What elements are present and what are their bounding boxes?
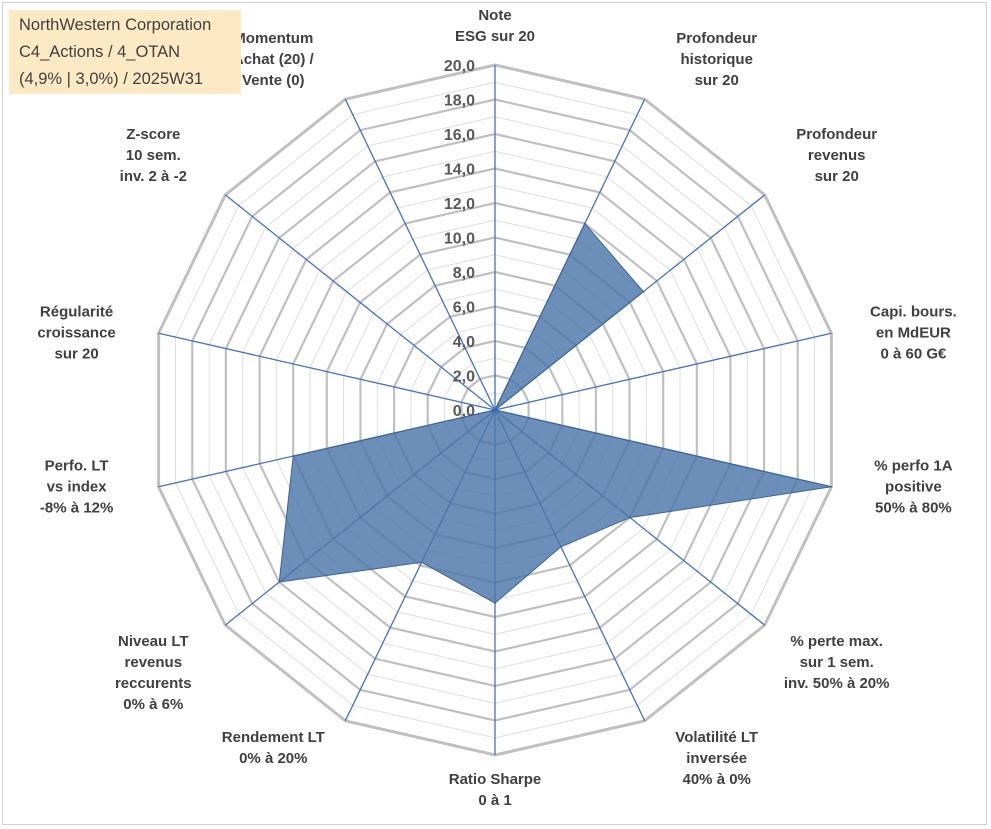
axis-label-line: Capi. bours. [870, 304, 957, 321]
axis-label-line: 10 sem. [126, 147, 181, 164]
series-point [629, 516, 631, 519]
axis-label-line: Perfo. LT [45, 457, 109, 474]
axis-label-line: inversée [686, 750, 747, 767]
axis-label: % perfo 1A positive 50% à 80% [874, 457, 953, 516]
series-point [292, 455, 295, 457]
series-point [642, 290, 645, 293]
axis-label: Capi. bours. en MdEUR 0 à 60 G€ [870, 304, 957, 363]
axis-label: Profondeur revenus sur 20 [796, 126, 877, 185]
axis-label-line: sur 20 [815, 168, 859, 185]
axis-label-line: reccurents [115, 675, 192, 692]
axis-label-line: Niveau LT [118, 633, 189, 650]
axis-label-line: Profondeur [676, 30, 757, 47]
axis-label-line: inv. 2 à -2 [120, 168, 187, 185]
axis-label-line: 0% à 6% [123, 696, 183, 713]
radial-tick-labels: 0,0 2,0 4,0 6,0 8,0 10,0 12,0 14,0 16,0 18,0 20,0 [444, 58, 475, 420]
axis-label-line: Vente (0) [242, 72, 305, 89]
axis-label-line: sur 1 sem. [800, 654, 874, 671]
axis-label-line: Volatilité LT [675, 729, 758, 746]
chart-title-line-1: NorthWestern Corporation [19, 16, 212, 34]
axis-label-line: Rendement LT [222, 729, 325, 746]
axis-label: Momentum Achat (20) / Vente (0) [233, 30, 315, 89]
series-point [278, 581, 281, 583]
chart-title-line-2: C4_Actions / 4_OTAN [19, 43, 181, 61]
axis-label-line: 40% à 0% [683, 771, 751, 788]
tick-label: 18,0 [444, 93, 475, 110]
axis-label-line: Note [478, 7, 511, 24]
tick-label: 0,0 [453, 403, 475, 420]
axis-label: Régularité croissance sur 20 [37, 304, 115, 363]
axis-label-line: Z-score [126, 126, 180, 143]
axis-label: Z-score 10 sem. inv. 2 à -2 [120, 126, 187, 185]
axis-label-line: 0% à 20% [239, 750, 307, 767]
series-point [494, 602, 496, 604]
axis-label: Ratio Sharpe 0 à 1 [449, 771, 542, 809]
axis-label-line: revenus [808, 147, 866, 164]
tick-label: 16,0 [444, 127, 475, 144]
series-point [494, 409, 496, 411]
axis-labels: Note ESG sur 20 Profondeur historique sur 20… [37, 7, 956, 809]
axis-label-line: sur 20 [695, 72, 739, 89]
axis-label: Niveau LT revenus reccurents 0% à 6% [115, 633, 192, 713]
axis-label-line: 50% à 80% [875, 499, 952, 516]
radar-series [278, 222, 833, 604]
axis-label: Note ESG sur 20 [455, 7, 535, 45]
axis-label-line: sur 20 [54, 346, 98, 363]
tick-label: 20,0 [444, 58, 475, 75]
axis-label-line: historique [680, 51, 753, 68]
axis-label-line: revenus [125, 654, 183, 671]
axis-label: Profondeur historique sur 20 [676, 30, 757, 89]
axis-label-line: croissance [37, 325, 115, 342]
axis-label-line: Ratio Sharpe [449, 771, 542, 788]
axis-label-line: 0 à 60 G€ [880, 346, 947, 363]
chart-title-box: NorthWestern Corporation C4_Actions / 4_… [9, 10, 241, 94]
chart-title-line-3: (4,9% | 3,0%) / 2025W31 [19, 70, 204, 88]
series-point [560, 546, 562, 548]
axis-label-line: -8% à 12% [40, 499, 113, 516]
tick-label: 6,0 [453, 300, 475, 317]
tick-label: 2,0 [453, 369, 475, 386]
axis-label: Volatilité LT inversée 40% à 0% [675, 729, 758, 788]
axis-label: Perfo. LT vs index -8% à 12% [40, 457, 113, 516]
axis-spoke [344, 98, 496, 411]
tick-label: 4,0 [453, 334, 475, 351]
axis-label-line: 0 à 1 [478, 792, 511, 809]
axis-label-line: positive [885, 478, 942, 495]
axis-label-line: Régularité [40, 304, 113, 321]
axis-label-line: en MdEUR [876, 325, 951, 342]
axis-label-line: Momentum [233, 30, 313, 47]
tick-label: 10,0 [444, 231, 475, 248]
series-point [830, 486, 833, 488]
tick-label: 8,0 [453, 265, 475, 282]
axis-spoke [494, 332, 832, 411]
series-area [278, 222, 832, 604]
axis-label-line: Profondeur [796, 126, 877, 143]
series-point [584, 222, 586, 225]
axis-label: % perte max. sur 1 sem. inv. 50% à 20% [784, 633, 890, 692]
axis-label-line: % perte max. [790, 633, 883, 650]
axis-label-line: % perfo 1A [874, 457, 953, 474]
axis-label-line: Achat (20) / [233, 51, 315, 68]
axis-spoke [158, 332, 496, 411]
axis-spoke [224, 194, 496, 411]
axis-label-line: vs index [47, 478, 108, 495]
axis-label: Rendement LT 0% à 20% [222, 729, 325, 767]
series-point [420, 561, 423, 564]
axis-label-line: ESG sur 20 [455, 28, 535, 45]
tick-label: 12,0 [444, 196, 475, 213]
tick-label: 14,0 [444, 162, 475, 179]
axis-label-line: inv. 50% à 20% [784, 675, 890, 692]
